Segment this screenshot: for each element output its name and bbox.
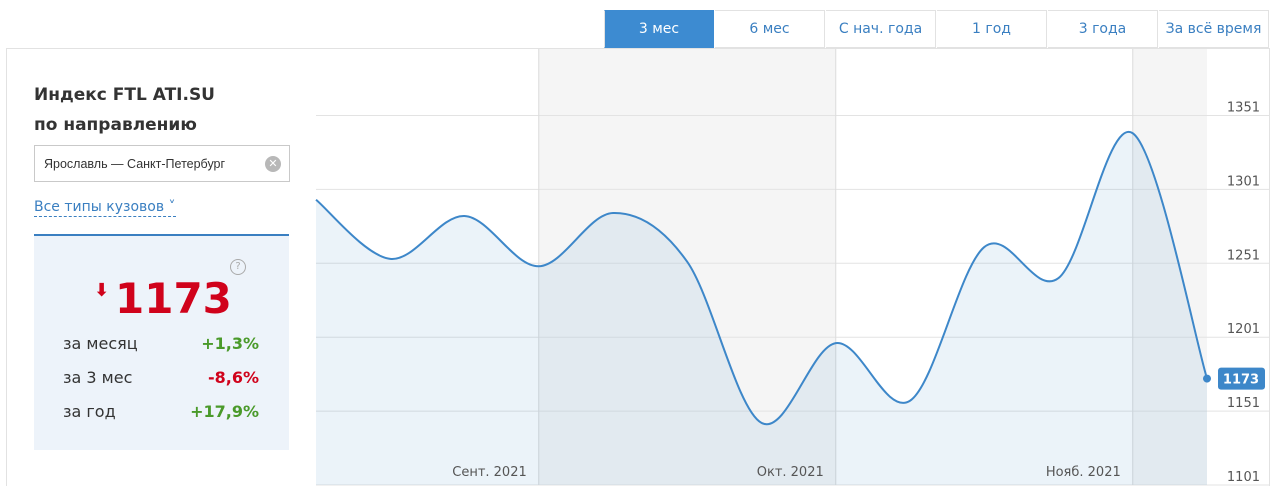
change-value: -8,6%	[207, 368, 259, 387]
change-label: за месяц	[63, 334, 138, 353]
tab[interactable]: 3 мес	[604, 10, 714, 48]
title: Индекс FTL ATI.SU	[34, 85, 215, 105]
change-row: за 3 мес -8,6%	[63, 368, 259, 387]
change-label: за год	[63, 402, 116, 421]
link-text: Все типы кузовов	[34, 199, 165, 215]
route-input[interactable]: Ярославль — Санкт-Петербург ✕	[34, 145, 290, 182]
tab[interactable]: С нач. года	[826, 10, 936, 48]
help-icon[interactable]: ?	[230, 259, 246, 275]
tab[interactable]: 6 мес	[715, 10, 825, 48]
panel	[6, 48, 1270, 486]
clear-button[interactable]: ✕	[265, 156, 281, 172]
tab[interactable]: 1 год	[937, 10, 1047, 48]
index-box: ⬇ 1173 ? за месяц +1,3% за 3 мес -8,6% за го…	[34, 234, 289, 450]
sidebar-title: Индекс FTL ATI.SU по направлению	[34, 80, 215, 140]
down-arrow: ⬇	[94, 280, 110, 301]
route-text: Ярославль — Санкт-Петербург	[44, 156, 226, 171]
body-types-link[interactable]: Все типы кузовов ˅	[34, 199, 176, 217]
change-row: за месяц +1,3%	[63, 334, 259, 353]
change-value: +1,3%	[201, 334, 259, 353]
change-value: +17,9%	[190, 402, 259, 421]
tab[interactable]: 3 года	[1048, 10, 1158, 48]
index-value: 1173	[115, 274, 232, 323]
subtitle: по направлению	[34, 115, 197, 135]
change-row: за год +17,9%	[63, 402, 259, 421]
change-label: за 3 мес	[63, 368, 133, 387]
tab[interactable]: За всё время	[1159, 10, 1269, 48]
